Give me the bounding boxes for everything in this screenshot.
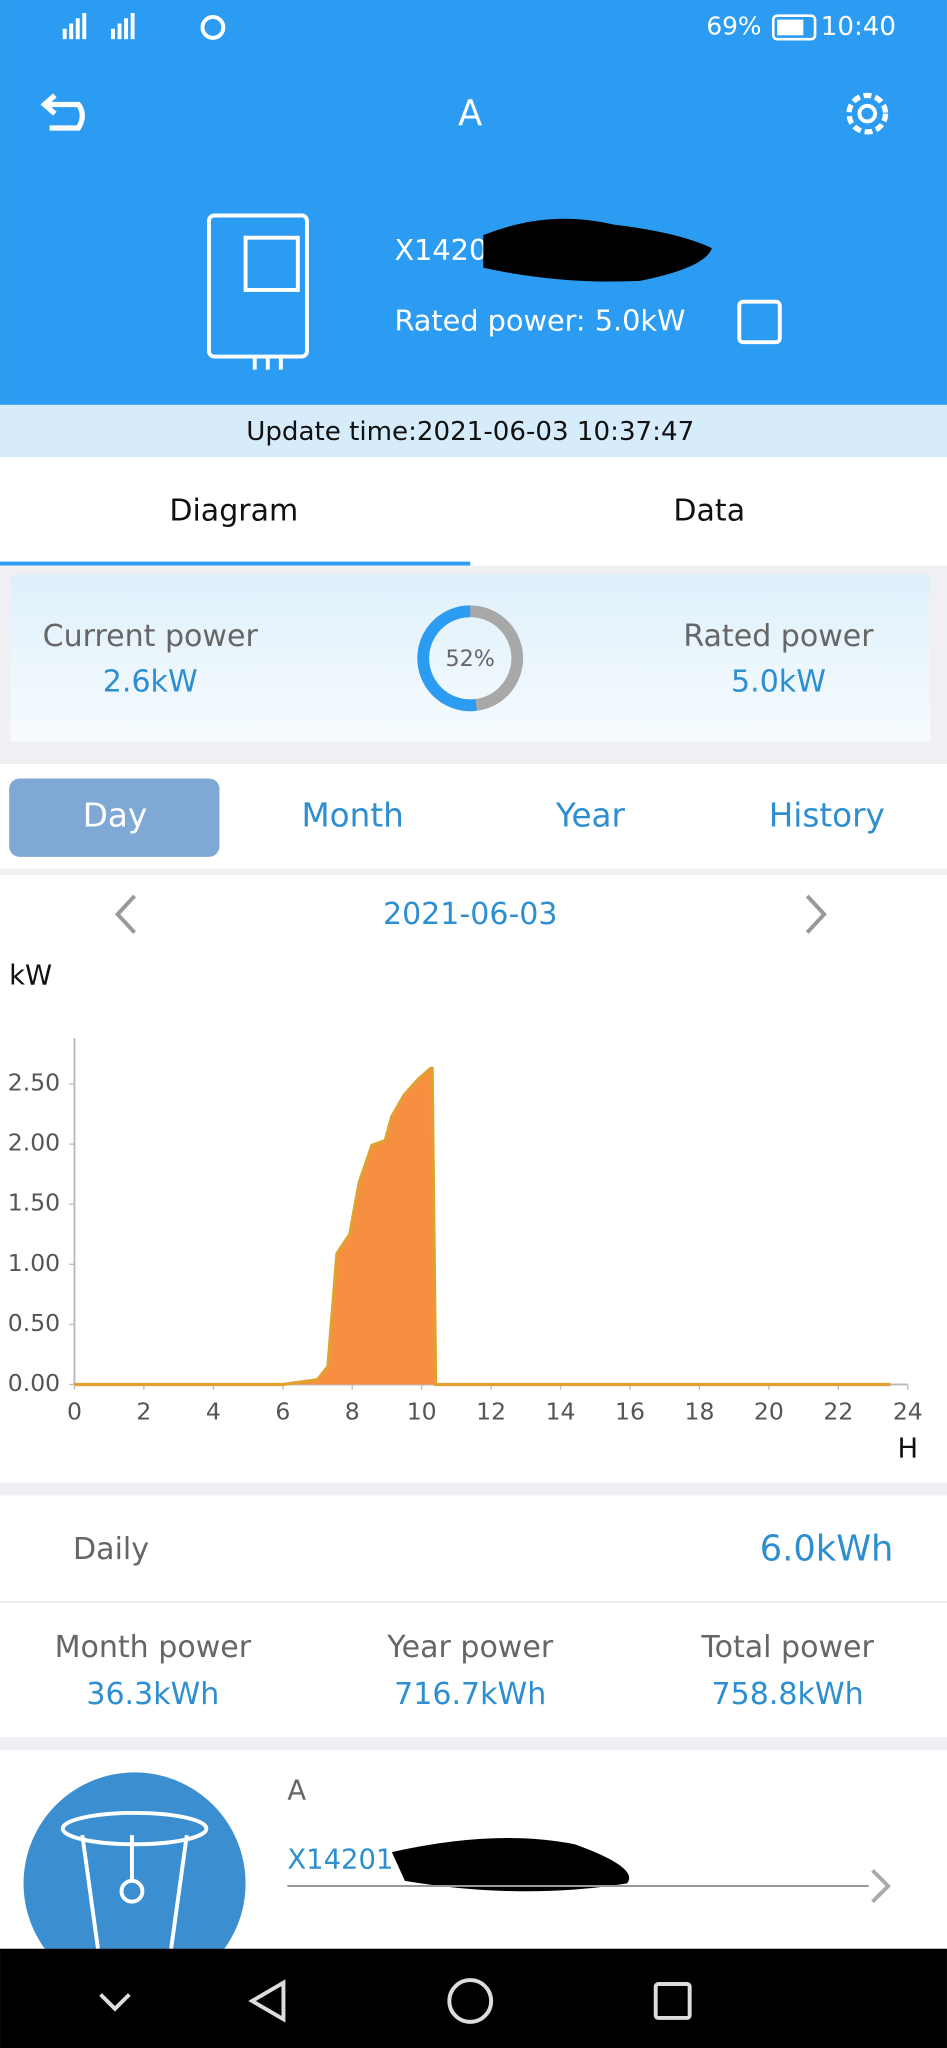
plot: 0.000.501.001.502.002.500 2 4 6 8 10 12 14 16 18 2… bbox=[8, 1038, 923, 1426]
divider bbox=[0, 1482, 947, 1496]
y-tick-label: 1.50 bbox=[8, 1189, 60, 1217]
next-date[interactable] bbox=[805, 894, 827, 934]
rated-power: Rated power: 5.0kW bbox=[394, 304, 685, 338]
stats bbox=[0, 1495, 947, 1738]
y-tick-label: 2.00 bbox=[8, 1129, 60, 1157]
y-tick-label: 0.00 bbox=[8, 1369, 60, 1397]
x-tick-label: 18 bbox=[685, 1398, 715, 1426]
label: Total power bbox=[700, 1630, 874, 1665]
x-tick-label: 2 bbox=[136, 1398, 151, 1426]
y-tick-label: 0.50 bbox=[8, 1309, 60, 1337]
title: A bbox=[458, 93, 482, 134]
divider bbox=[0, 1737, 947, 1751]
value: 758.8kWh bbox=[712, 1677, 864, 1712]
x-tick-label: 22 bbox=[823, 1398, 853, 1426]
plant-name: A bbox=[287, 1776, 306, 1807]
period[interactable]: Year bbox=[555, 797, 626, 835]
nav-back[interactable] bbox=[248, 1979, 286, 2023]
label: Year power bbox=[386, 1630, 554, 1665]
power-card bbox=[10, 574, 930, 742]
tab[interactable]: Diagram bbox=[169, 494, 298, 529]
y-axis-label: kW bbox=[9, 960, 52, 991]
device-icon bbox=[207, 213, 309, 370]
nav-bar bbox=[0, 1948, 947, 2048]
daily-value: 6.0kWh bbox=[760, 1528, 894, 1569]
period[interactable]: Day bbox=[83, 797, 147, 835]
period[interactable]: History bbox=[769, 797, 885, 835]
x-tick-label: 20 bbox=[754, 1398, 784, 1426]
gauge-arc bbox=[417, 605, 477, 712]
settings-button[interactable] bbox=[846, 92, 889, 135]
prev-date[interactable] bbox=[114, 894, 136, 934]
tab-indicator bbox=[0, 561, 471, 566]
plant-icon-art bbox=[60, 1810, 209, 1950]
signal-icons bbox=[62, 13, 226, 40]
x-tick-label: 12 bbox=[476, 1398, 506, 1426]
divider bbox=[0, 868, 947, 876]
period-selected bbox=[9, 778, 220, 857]
label: Rated power bbox=[683, 619, 874, 654]
date: 2021-06-03 bbox=[383, 897, 558, 932]
header-bg bbox=[0, 0, 947, 405]
value: 2.6kW bbox=[103, 665, 198, 700]
chevron[interactable] bbox=[871, 1868, 891, 1904]
back-button[interactable] bbox=[40, 93, 85, 131]
divider bbox=[0, 1601, 947, 1603]
period[interactable]: Month bbox=[302, 797, 404, 835]
x-tick-label: 6 bbox=[275, 1398, 290, 1426]
line bbox=[74, 1066, 891, 1387]
value: 36.3kWh bbox=[86, 1677, 219, 1712]
chart-bg bbox=[0, 875, 947, 1483]
nav-recent[interactable] bbox=[653, 1982, 692, 2020]
redaction bbox=[483, 218, 712, 282]
clock: 10:40 bbox=[821, 12, 896, 42]
battery: 69% bbox=[706, 11, 761, 40]
tab[interactable]: Data bbox=[673, 494, 745, 529]
y-tick-label: 1.00 bbox=[8, 1249, 60, 1277]
battery-level bbox=[777, 19, 804, 36]
update-bar bbox=[0, 404, 947, 458]
x-axis-label: H bbox=[897, 1433, 918, 1464]
value: 5.0kW bbox=[731, 665, 826, 700]
x-tick-label: 16 bbox=[615, 1398, 645, 1426]
plant-device: X14201 bbox=[287, 1845, 393, 1876]
value: 716.7kWh bbox=[394, 1677, 546, 1712]
x-tick-label: 8 bbox=[345, 1398, 360, 1426]
nav-hide[interactable] bbox=[99, 1993, 131, 2012]
redaction bbox=[391, 1837, 630, 1892]
plant-icon bbox=[23, 1772, 246, 1995]
x-tick-label: 24 bbox=[893, 1398, 923, 1426]
label: Current power bbox=[43, 619, 259, 654]
x-tick-label: 14 bbox=[546, 1398, 576, 1426]
device-name: X1420 bbox=[394, 233, 487, 267]
battery-icon bbox=[771, 14, 817, 41]
nav-home[interactable] bbox=[447, 1978, 494, 2024]
tab-bar bbox=[0, 457, 947, 565]
settings-center bbox=[857, 103, 878, 124]
update-time: Update time:2021-06-03 10:37:47 bbox=[246, 417, 694, 447]
edit-button[interactable] bbox=[737, 299, 782, 345]
label: Month power bbox=[55, 1630, 252, 1665]
gauge-label: 52% bbox=[446, 646, 495, 672]
x-tick-label: 4 bbox=[206, 1398, 221, 1426]
x-tick-label: 10 bbox=[407, 1398, 437, 1426]
x-tick-label: 0 bbox=[67, 1398, 82, 1426]
y-tick-label: 2.50 bbox=[8, 1069, 60, 1097]
daily-label: Daily bbox=[73, 1532, 149, 1567]
